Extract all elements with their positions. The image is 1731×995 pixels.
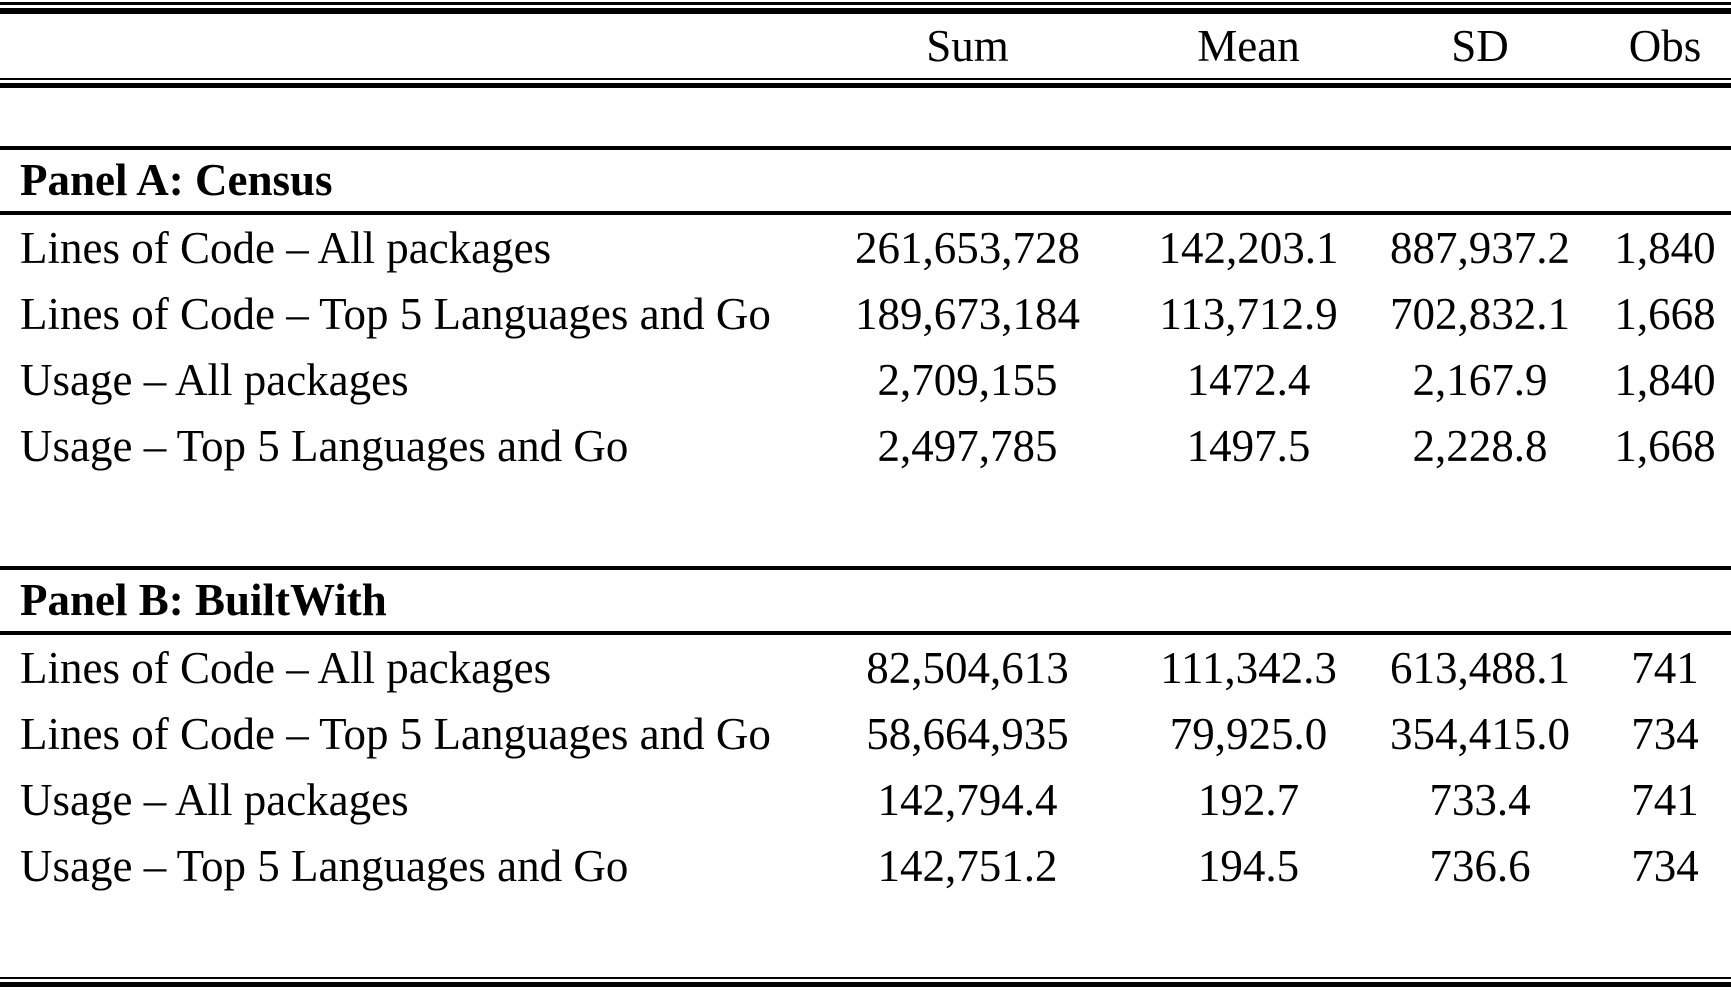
column-header-sd: SD <box>1451 20 1509 71</box>
rule-line <box>0 78 1731 80</box>
mean-value: 194.5 <box>1197 840 1300 891</box>
sd-value: 613,488.1 <box>1390 642 1571 693</box>
panel-b-title-bottom-rule <box>0 631 1731 635</box>
table-row: Usage – Top 5 Languages and Go 142,751.2… <box>0 833 1731 899</box>
sum-value: 82,504,613 <box>866 642 1069 693</box>
column-header-sum: Sum <box>926 20 1009 71</box>
rule-line <box>0 2 1731 5</box>
table-row: Lines of Code – All packages 82,504,613 … <box>0 635 1731 701</box>
mean-value: 192.7 <box>1197 774 1300 825</box>
row-label: Lines of Code – Top 5 Languages and Go <box>20 708 771 759</box>
panel-a-title-bottom-rule <box>0 211 1731 215</box>
bottom-double-rule <box>0 977 1731 987</box>
obs-value: 1,840 <box>1614 222 1716 273</box>
row-label: Usage – All packages <box>20 774 409 825</box>
rule-line <box>0 8 1731 14</box>
row-label: Usage – Top 5 Languages and Go <box>20 840 629 891</box>
spacer <box>0 899 1731 977</box>
row-label: Usage – All packages <box>20 354 409 405</box>
obs-value: 1,840 <box>1614 354 1716 405</box>
row-label: Usage – Top 5 Languages and Go <box>20 420 629 471</box>
sd-value: 702,832.1 <box>1390 288 1571 339</box>
sum-value: 261,653,728 <box>855 222 1081 273</box>
sum-value: 142,751.2 <box>877 840 1058 891</box>
mean-value: 1497.5 <box>1186 420 1311 471</box>
spacer <box>0 88 1731 146</box>
panel-b-title-row: Panel B: BuiltWith <box>0 570 1731 631</box>
sum-value: 2,709,155 <box>877 354 1058 405</box>
obs-value: 734 <box>1631 840 1699 891</box>
mean-value: 79,925.0 <box>1169 708 1328 759</box>
sum-value: 2,497,785 <box>877 420 1058 471</box>
obs-value: 741 <box>1631 642 1699 693</box>
column-header-row: Sum Mean SD Obs <box>0 14 1731 78</box>
obs-value: 741 <box>1631 774 1699 825</box>
table-row: Lines of Code – Top 5 Languages and Go 1… <box>0 281 1731 347</box>
table-row: Usage – All packages 2,709,155 1472.4 2,… <box>0 347 1731 413</box>
sum-value: 58,664,935 <box>866 708 1069 759</box>
row-label: Lines of Code – Top 5 Languages and Go <box>20 288 771 339</box>
mean-value: 142,203.1 <box>1158 222 1339 273</box>
sd-value: 736.6 <box>1429 840 1531 891</box>
panel-a-top-rule <box>0 146 1731 150</box>
obs-value: 734 <box>1631 708 1699 759</box>
table-row: Lines of Code – All packages 261,653,728… <box>0 215 1731 281</box>
rule-line <box>0 977 1731 979</box>
table-row: Usage – All packages 142,794.4 192.7 733… <box>0 767 1731 833</box>
sum-value: 142,794.4 <box>877 774 1058 825</box>
sd-value: 354,415.0 <box>1390 708 1571 759</box>
sd-value: 2,167.9 <box>1412 354 1548 405</box>
sum-value: 189,673,184 <box>855 288 1081 339</box>
panel-a-title: Panel A: Census <box>20 155 333 205</box>
sd-value: 2,228.8 <box>1412 420 1548 471</box>
panel-b-top-rule <box>0 566 1731 570</box>
spacer <box>0 479 1731 566</box>
column-header-obs: Obs <box>1628 20 1702 71</box>
sd-value: 887,937.2 <box>1390 222 1571 273</box>
mean-value: 113,712.9 <box>1159 288 1338 339</box>
mean-value: 1472.4 <box>1186 354 1311 405</box>
header-bottom-double-rule <box>0 78 1731 88</box>
panel-b-title: Panel B: BuiltWith <box>20 575 387 625</box>
top-double-rule <box>0 2 1731 14</box>
table-row: Lines of Code – Top 5 Languages and Go 5… <box>0 701 1731 767</box>
rule-line <box>0 83 1731 88</box>
sd-value: 733.4 <box>1429 774 1531 825</box>
table-row: Usage – Top 5 Languages and Go 2,497,785… <box>0 413 1731 479</box>
row-label: Lines of Code – All packages <box>20 642 552 693</box>
obs-value: 1,668 <box>1614 420 1716 471</box>
column-header-mean: Mean <box>1197 20 1300 71</box>
row-label: Lines of Code – All packages <box>20 222 552 273</box>
mean-value: 111,342.3 <box>1160 642 1337 693</box>
panel-a-title-row: Panel A: Census <box>0 150 1731 211</box>
obs-value: 1,668 <box>1614 288 1716 339</box>
rule-line <box>0 982 1731 987</box>
